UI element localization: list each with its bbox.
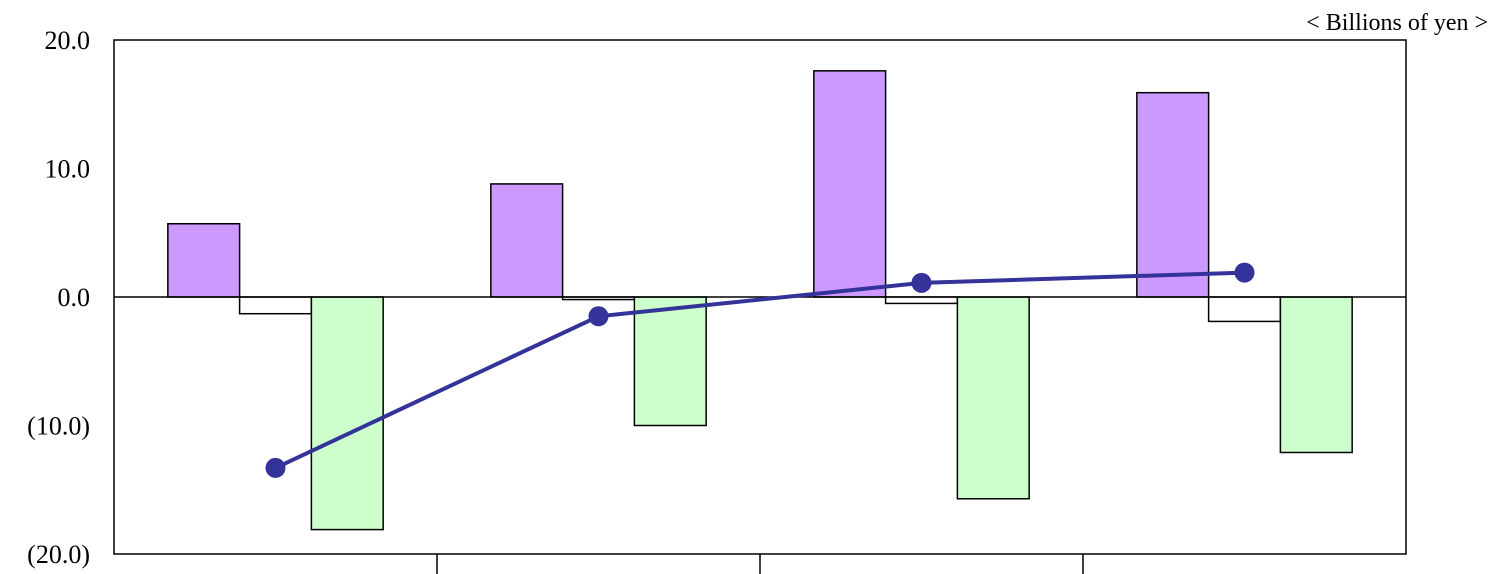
line-point-fy2002: [588, 306, 609, 327]
bar-series-3-fy2001: [310, 296, 384, 531]
bar-series-1-fy2002: [490, 183, 564, 298]
bar-series-2-fy2003: [884, 296, 959, 305]
unit-label: < Billions of yen >: [1306, 10, 1488, 36]
line-layer: [265, 262, 1255, 478]
line-point-fy2003: [911, 272, 932, 293]
x-tick-label: FY2004: [1202, 569, 1287, 574]
bars-layer: [167, 70, 1353, 531]
x-tick-label: FY2003: [879, 569, 964, 574]
x-tick-label: FY2001: [233, 569, 318, 574]
line-point-fy2004: [1234, 262, 1255, 283]
x-tick-label: FY2002: [556, 569, 641, 574]
y-tick-label: (20.0): [27, 540, 90, 569]
bar-series-2-fy2001: [238, 296, 313, 315]
x-axis: FY2001 FY2002 FY2003 FY2004: [233, 554, 1287, 574]
y-tick-label: 0.0: [58, 283, 91, 312]
bar-series-1-fy2003: [813, 70, 887, 298]
bar-series-3-fy2002: [633, 296, 707, 427]
y-axis: 20.0 10.0 0.0 (10.0) (20.0): [27, 26, 90, 569]
y-tick-label: 20.0: [45, 26, 91, 55]
line-point-fy2001: [265, 457, 286, 478]
bar-series-1-fy2004: [1136, 91, 1210, 298]
bar-series-3-fy2003: [956, 296, 1030, 500]
y-tick-label: 10.0: [45, 155, 91, 184]
bar-series-1-fy2001: [167, 223, 241, 298]
bar-series-3-fy2004: [1279, 296, 1353, 454]
y-tick-label: (10.0): [27, 412, 90, 441]
bar-series-2-fy2004: [1207, 296, 1282, 323]
line-series: [274, 270, 1245, 470]
